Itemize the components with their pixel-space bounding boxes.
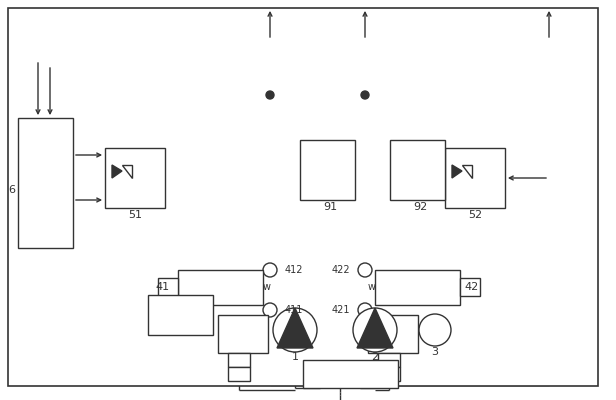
Bar: [228, 367, 250, 381]
Bar: [460, 278, 480, 296]
Bar: [445, 148, 505, 208]
Bar: [390, 140, 445, 200]
Text: 91: 91: [323, 202, 337, 212]
Text: 52: 52: [468, 210, 482, 220]
Bar: [378, 353, 400, 367]
Text: 41: 41: [155, 282, 169, 292]
Text: 6: 6: [9, 185, 15, 195]
Bar: [228, 353, 250, 367]
Polygon shape: [122, 165, 132, 178]
Circle shape: [419, 314, 451, 346]
Bar: [18, 118, 73, 248]
Bar: [218, 315, 268, 353]
Text: 421: 421: [331, 305, 350, 315]
Circle shape: [353, 308, 397, 352]
Circle shape: [358, 263, 372, 277]
Polygon shape: [357, 308, 393, 348]
Circle shape: [358, 303, 372, 317]
Text: w: w: [263, 282, 271, 292]
Bar: [378, 367, 400, 381]
Text: 92: 92: [413, 202, 427, 212]
Circle shape: [361, 91, 369, 99]
Bar: [375, 270, 460, 305]
Polygon shape: [112, 165, 122, 178]
Bar: [158, 278, 178, 296]
Circle shape: [263, 303, 277, 317]
Polygon shape: [462, 165, 472, 178]
Bar: [368, 315, 418, 353]
Text: 422: 422: [331, 265, 350, 275]
Text: 42: 42: [465, 282, 479, 292]
Text: w: w: [368, 282, 376, 292]
Bar: [148, 295, 213, 335]
Polygon shape: [452, 165, 462, 178]
Bar: [300, 140, 355, 200]
Circle shape: [263, 263, 277, 277]
Circle shape: [273, 308, 317, 352]
Circle shape: [266, 91, 274, 99]
Text: 3: 3: [431, 347, 439, 357]
Text: 412: 412: [285, 265, 304, 275]
Polygon shape: [277, 308, 313, 348]
Bar: [105, 148, 165, 208]
Bar: [178, 270, 263, 305]
Bar: [303, 360, 398, 388]
Text: 411: 411: [285, 305, 303, 315]
Text: 2: 2: [371, 352, 379, 362]
Text: 51: 51: [128, 210, 142, 220]
Text: 1: 1: [291, 352, 299, 362]
